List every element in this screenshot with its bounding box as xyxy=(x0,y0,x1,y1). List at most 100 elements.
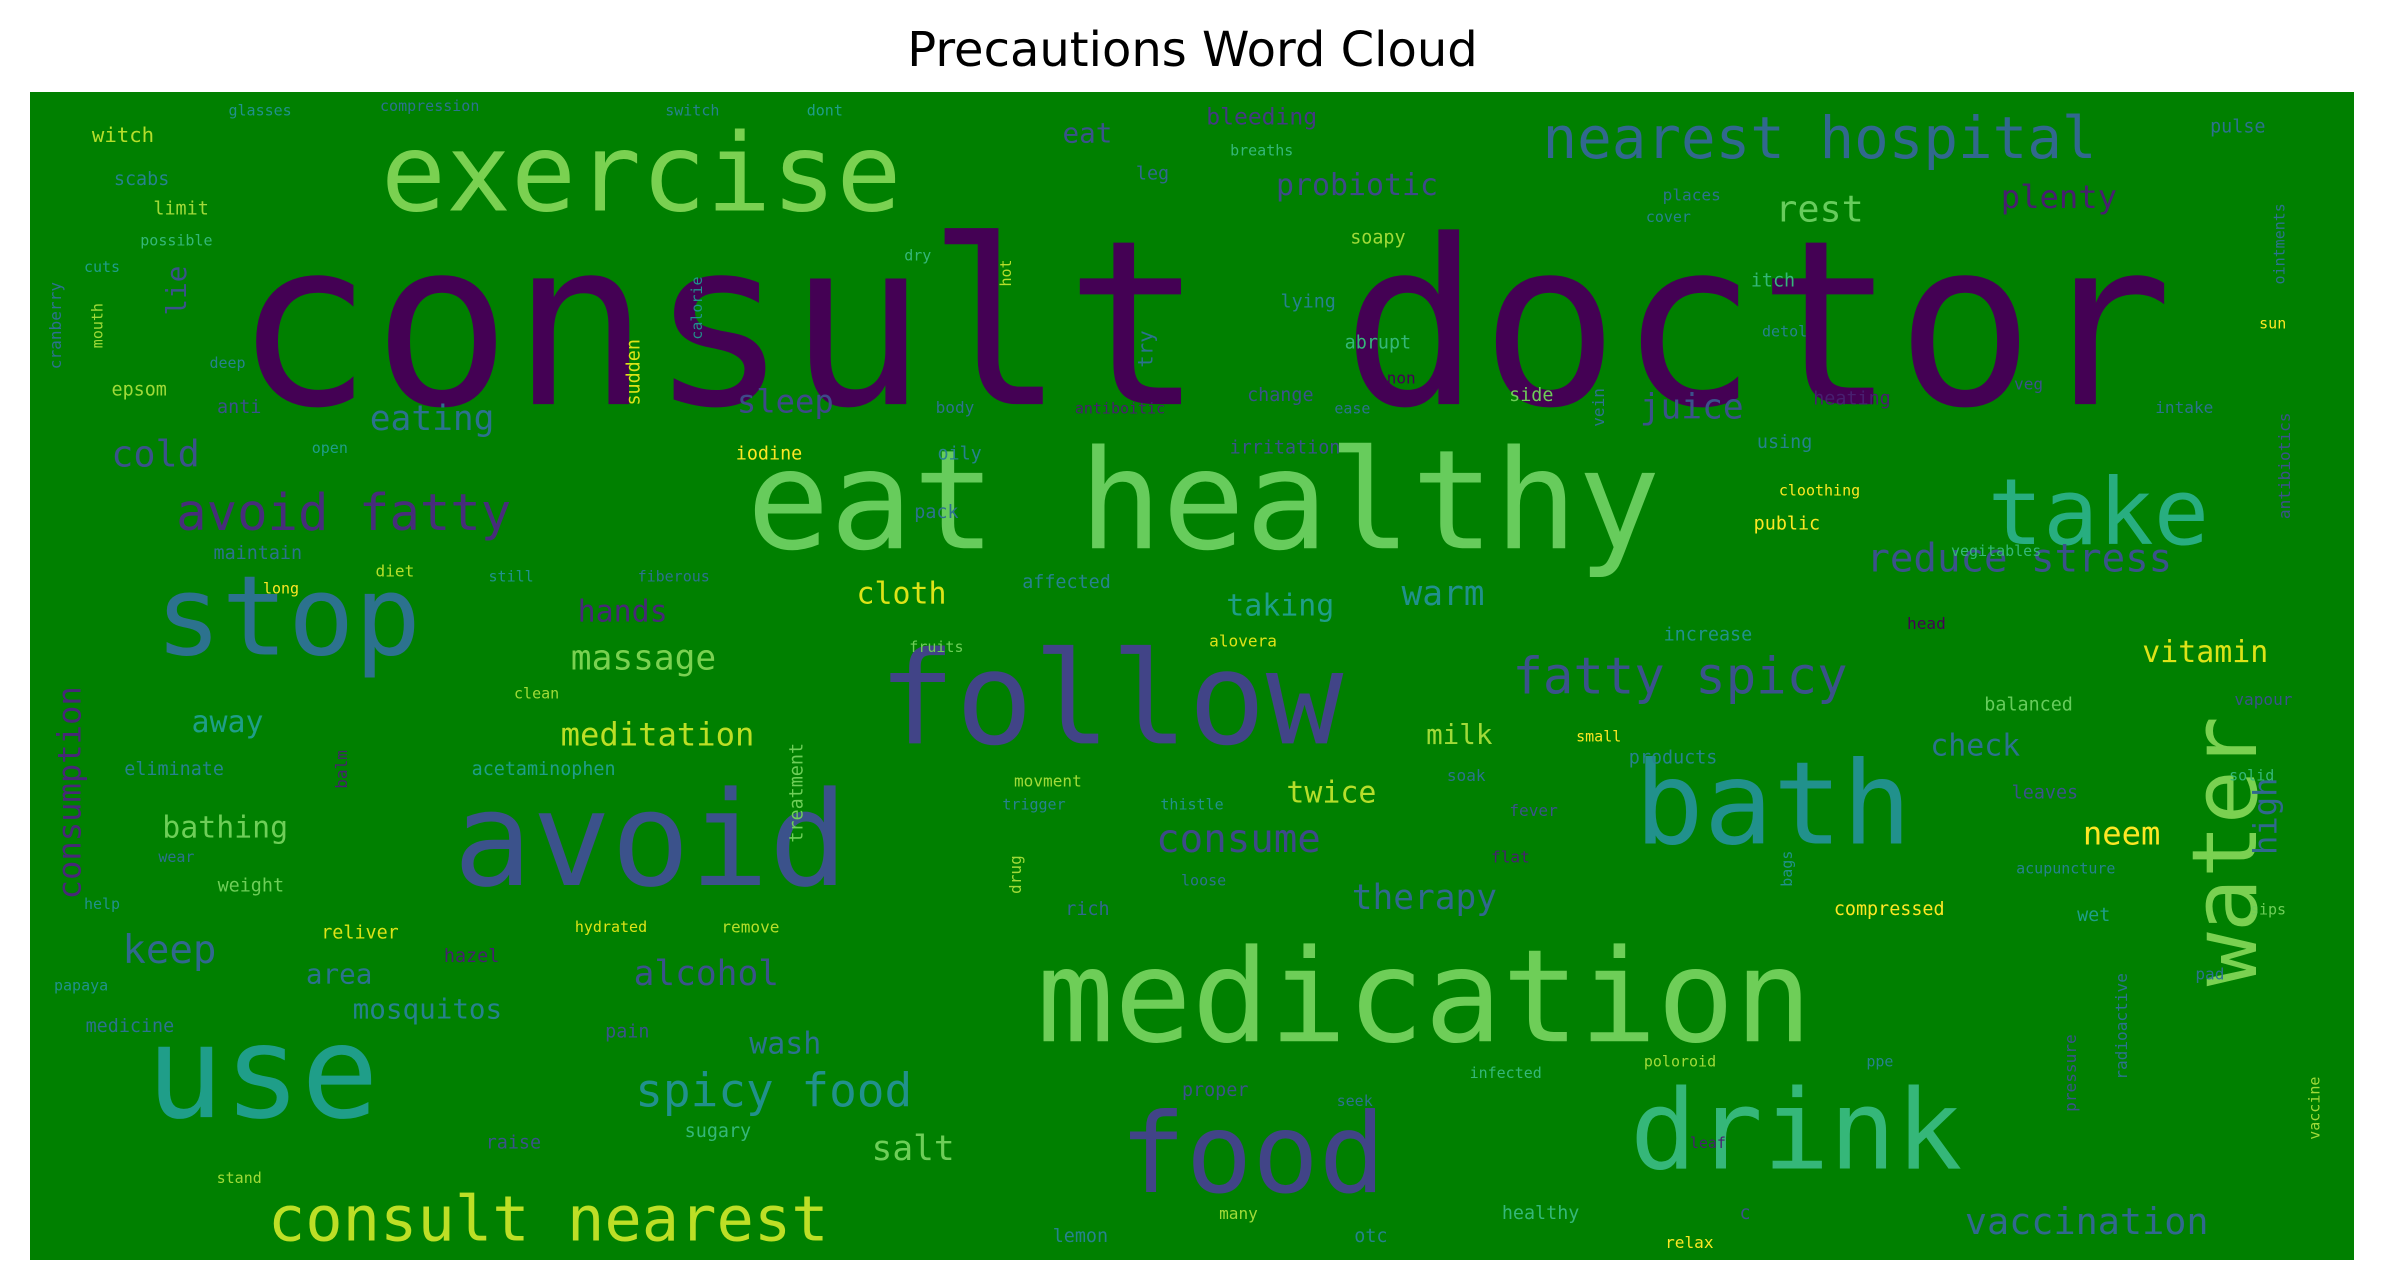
word-antiboitic: antiboitic xyxy=(1075,400,1165,418)
word-weight: weight xyxy=(218,876,284,897)
word-dry: dry xyxy=(904,247,931,265)
word-raise: raise xyxy=(486,1133,541,1154)
word-antibiotics: antibiotics xyxy=(2275,413,2294,520)
word-reduce-stress: reduce stress xyxy=(1866,537,2172,582)
word-sleep: sleep xyxy=(737,383,834,421)
word-maintain: maintain xyxy=(214,543,303,564)
word-oily: oily xyxy=(937,444,981,465)
word-exercise: exercise xyxy=(381,111,902,236)
word-increase: increase xyxy=(1664,625,1753,646)
word-epsom: epsom xyxy=(112,379,167,400)
word-cold: cold xyxy=(111,433,200,476)
word-twice: twice xyxy=(1286,775,1376,810)
word-cloud-background xyxy=(30,92,2354,1260)
word-lemon: lemon xyxy=(1053,1226,1108,1247)
word-meditation: meditation xyxy=(561,715,755,753)
word-milk: milk xyxy=(1426,718,1493,751)
word-veg: veg xyxy=(2014,375,2043,394)
word-rest: rest xyxy=(1775,187,1864,230)
word-witch: witch xyxy=(92,123,154,147)
word-proper: proper xyxy=(1182,1080,1248,1101)
word-treatment: treatment xyxy=(786,743,807,843)
word-area: area xyxy=(306,957,372,990)
word-change: change xyxy=(1247,385,1313,406)
word-warm: warm xyxy=(1401,574,1484,614)
word-keep: keep xyxy=(122,928,216,973)
word-lie: lie xyxy=(160,266,193,316)
word-diet: diet xyxy=(376,561,415,580)
word-hydrated: hydrated xyxy=(575,918,647,936)
word-neem: neem xyxy=(2083,815,2161,853)
word-still: still xyxy=(489,568,534,586)
word-mouth: mouth xyxy=(88,303,106,348)
word-pad: pad xyxy=(2195,964,2224,983)
word-consult-nearest: consult nearest xyxy=(268,1183,829,1256)
word-sun: sun xyxy=(2259,314,2286,332)
word-cloothing: cloothing xyxy=(1779,481,1860,499)
word-compressed: compressed xyxy=(1834,899,1945,920)
word-using: using xyxy=(1757,432,1812,453)
word-rich: rich xyxy=(1065,899,1109,920)
word-anti: anti xyxy=(217,397,261,418)
word-eat: eat xyxy=(1062,116,1112,149)
word-follow: follow xyxy=(878,624,1344,774)
word-vaccination: vaccination xyxy=(1965,1200,2209,1243)
word-avoid-fatty: avoid fatty xyxy=(176,483,511,542)
word-detol: detol xyxy=(1762,322,1807,340)
word-cranberry: cranberry xyxy=(46,282,65,370)
word-switch: switch xyxy=(665,102,719,120)
word-infected: infected xyxy=(1470,1064,1542,1082)
word-reliver: reliver xyxy=(321,923,399,944)
word-vapour: vapour xyxy=(2234,690,2292,709)
word-stand: stand xyxy=(217,1169,262,1187)
word-probiotic: probiotic xyxy=(1276,168,1438,203)
word-breaths: breaths xyxy=(1230,141,1293,159)
word-nearest-hospital: nearest hospital xyxy=(1543,105,2097,172)
word-leaf: leaf xyxy=(1690,1134,1726,1152)
word-pressure: pressure xyxy=(2061,1034,2080,1112)
word-irritation: irritation xyxy=(1230,438,1341,459)
word-public: public xyxy=(1754,514,1820,535)
word-pulse: pulse xyxy=(2210,117,2265,138)
word-bath: bath xyxy=(1635,738,1912,872)
word-alcohol: alcohol xyxy=(634,954,779,994)
word-limit: limit xyxy=(153,198,208,219)
word-eat-healthy: eat healthy xyxy=(747,420,1661,581)
word-away: away xyxy=(192,705,264,740)
word-vein: vein xyxy=(1589,388,1608,427)
word-movment: movment xyxy=(1014,772,1082,791)
word-bleeding: bleeding xyxy=(1206,105,1317,131)
word-ointments: ointments xyxy=(2271,203,2289,284)
word-soapy: soapy xyxy=(1350,228,1405,249)
word-radioactive: radioactive xyxy=(2112,973,2131,1080)
word-fiberous: fiberous xyxy=(638,568,710,586)
word-relax: relax xyxy=(1665,1233,1714,1252)
word-iodine: iodine xyxy=(736,444,802,465)
word-spicy-food: spicy food xyxy=(635,1064,912,1118)
word-flat: flat xyxy=(1491,848,1530,867)
word-wear: wear xyxy=(158,848,194,866)
word-massage: massage xyxy=(571,639,716,679)
word-consult-doctor: consult doctor xyxy=(234,192,2173,459)
word-solid: solid xyxy=(2229,766,2274,784)
word-remove: remove xyxy=(721,918,779,937)
word-calorie: calorie xyxy=(688,276,706,339)
word-drug: drug xyxy=(1006,855,1025,894)
word-acupuncture: acupuncture xyxy=(2016,860,2115,878)
word-soak: soak xyxy=(1447,766,1486,785)
word-mosquitos: mosquitos xyxy=(353,992,503,1025)
word-high: high xyxy=(2247,777,2285,855)
word-sudden: sudden xyxy=(624,339,645,405)
word-wet: wet xyxy=(2077,905,2110,926)
word-use: use xyxy=(146,998,379,1148)
word-papaya: papaya xyxy=(54,977,108,995)
word-balanced: balanced xyxy=(1984,695,2073,716)
word-ease: ease xyxy=(1334,400,1370,418)
word-salt: salt xyxy=(872,1129,955,1169)
word-small: small xyxy=(1576,728,1621,746)
word-seek: seek xyxy=(1337,1092,1373,1110)
word-abrupt: abrupt xyxy=(1345,333,1411,354)
